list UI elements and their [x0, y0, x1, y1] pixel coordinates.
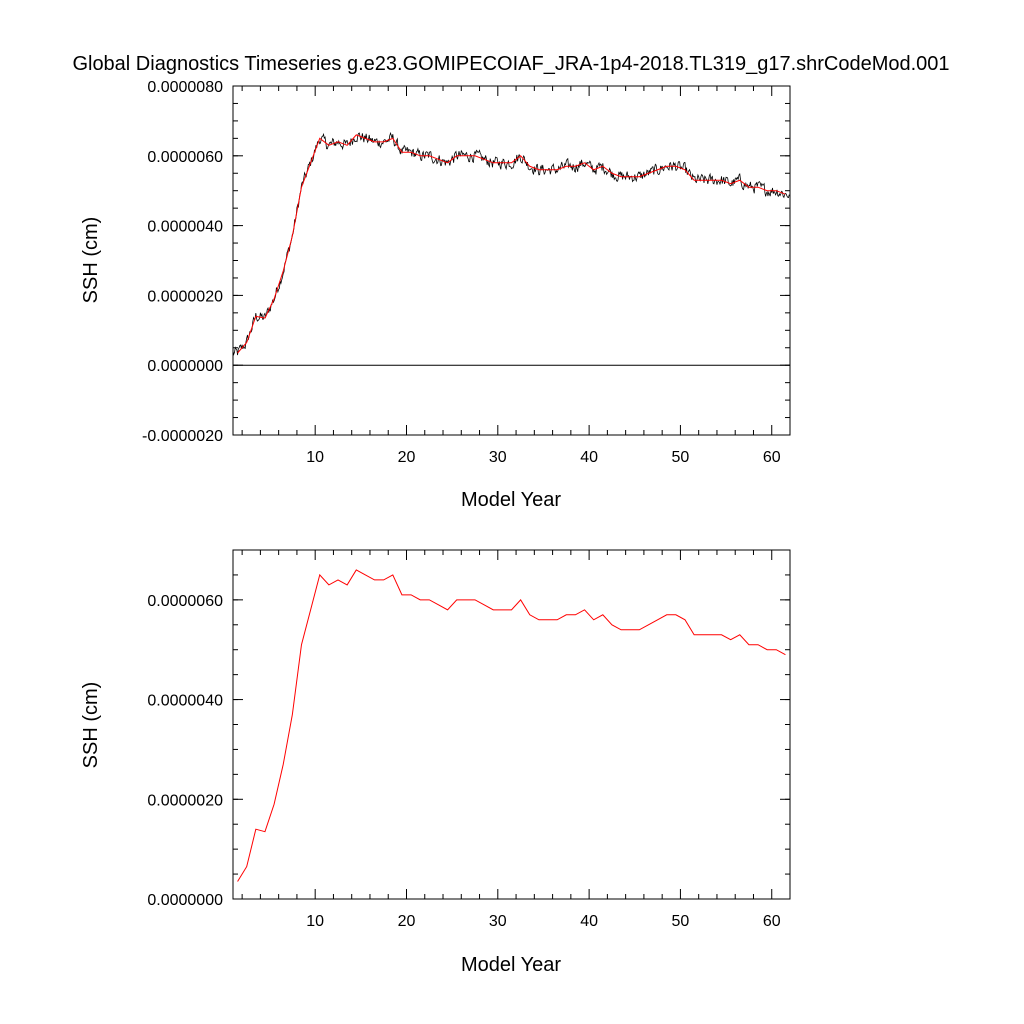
top-y-tick-label: 0.0000080 [147, 79, 223, 96]
top-x-axis-label: Model Year [461, 489, 561, 511]
bottom-panel: 10 20 30 40 50 60 0.0000000 0.0000020 0.0000040 0… [80, 549, 791, 976]
top-plot-frame [232, 85, 791, 436]
page-title: Global Diagnostics Timeseries g.e23.GOMI… [72, 53, 949, 75]
top-x-tick-label: 10 [306, 449, 324, 466]
top-annual-series-line [237, 134, 786, 354]
top-x-tick-label: 50 [672, 449, 690, 466]
top-monthly-series-line [232, 131, 790, 356]
top-x-tick-label: 60 [763, 449, 781, 466]
bottom-x-axis-label: Model Year [461, 954, 561, 976]
bottom-x-tick-label: 60 [763, 913, 781, 930]
bottom-y-axis-label: SSH (cm) [80, 682, 102, 769]
bottom-x-tick-label: 20 [398, 913, 416, 930]
bottom-x-tick-label: 30 [489, 913, 507, 930]
top-y-tick-label: 0.0000060 [147, 149, 223, 166]
top-y-tick-label: -0.0000020 [142, 428, 223, 445]
top-y-tick-label: 0.0000040 [147, 219, 223, 236]
top-x-tick-label: 40 [580, 449, 598, 466]
top-panel-marks: 10 20 30 40 50 60 -0.0000020 0.0000000 0.0000020… [142, 79, 791, 466]
bottom-y-tick-label: 0.0000000 [147, 892, 223, 909]
top-x-tick-label: 30 [489, 449, 507, 466]
top-y-tick-label: 0.0000000 [147, 358, 223, 375]
bottom-y-tick-label: 0.0000040 [147, 693, 223, 710]
bottom-plot-frame [232, 549, 791, 900]
top-y-axis-label: SSH (cm) [80, 217, 102, 304]
top-x-tick-label: 20 [398, 449, 416, 466]
bottom-x-tick-label: 40 [580, 913, 598, 930]
top-y-tick-label: 0.0000020 [147, 288, 223, 305]
bottom-y-tick-label: 0.0000060 [147, 593, 223, 610]
bottom-x-tick-label: 10 [306, 913, 324, 930]
bottom-y-tick-label: 0.0000020 [147, 792, 223, 809]
bottom-annual-series-line [237, 569, 786, 882]
bottom-x-tick-label: 50 [672, 913, 690, 930]
bottom-panel-marks: 10 20 30 40 50 60 0.0000000 0.0000020 0.0000040 0… [147, 549, 791, 930]
top-panel: 10 20 30 40 50 60 -0.0000020 0.0000000 0.0000020… [80, 79, 791, 511]
